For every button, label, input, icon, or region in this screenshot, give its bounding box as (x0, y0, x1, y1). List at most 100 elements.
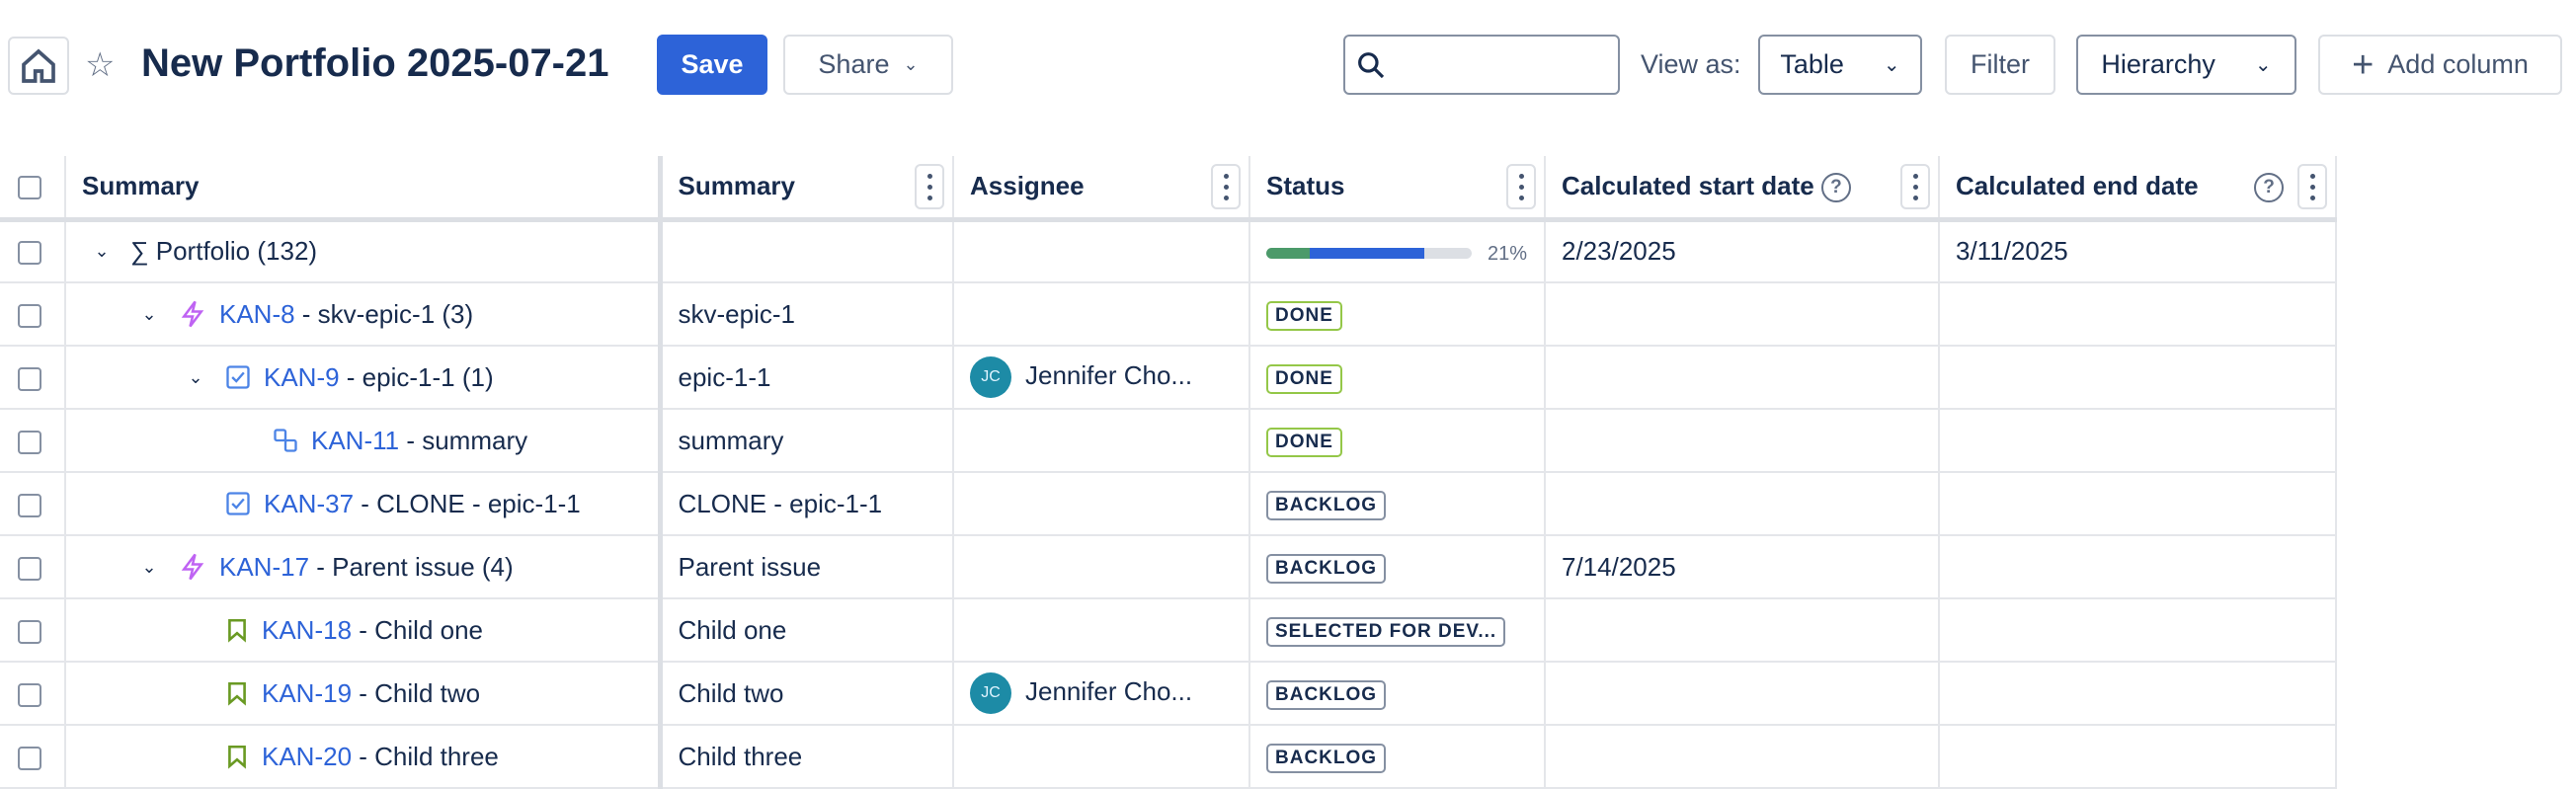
start-date-cell[interactable] (1545, 282, 1940, 347)
search-input[interactable] (1343, 35, 1620, 95)
help-icon[interactable]: ? (2254, 173, 2284, 202)
start-date-cell[interactable]: 2/23/2025 (1545, 219, 1940, 283)
summary-value[interactable]: summary (660, 409, 954, 473)
row-checkbox[interactable] (18, 746, 41, 770)
column-menu-icon[interactable] (1506, 164, 1536, 209)
status-cell[interactable]: SELECTED FOR DEV... (1249, 598, 1546, 663)
status-badge[interactable]: SELECTED FOR DEV... (1266, 617, 1506, 647)
status-badge[interactable]: DONE (1266, 428, 1342, 457)
start-date-cell[interactable] (1545, 346, 1940, 410)
start-date-cell[interactable] (1545, 662, 1940, 726)
end-date-cell[interactable] (1939, 472, 2337, 536)
table-row[interactable]: ⌄ KAN-8 - skv-epic-1 (3) skv-epic-1 DONE (0, 282, 2337, 347)
assignee-cell[interactable] (953, 472, 1250, 536)
issue-key-link[interactable]: KAN-18 (262, 614, 353, 645)
status-cell[interactable]: BACKLOG (1249, 535, 1546, 599)
end-date-cell[interactable] (1939, 725, 2337, 789)
table-row[interactable]: ⌄ ∑ Portfolio (132) 21% 2/23/2025 3/11/2025 (0, 219, 2337, 283)
status-badge[interactable]: BACKLOG (1266, 554, 1387, 584)
table-row[interactable]: KAN-19 - Child two Child two JC Jennifer Ch… (0, 662, 2337, 726)
start-date-cell[interactable] (1545, 725, 1940, 789)
column-header-assignee[interactable]: Assignee (953, 156, 1250, 222)
summary-cell[interactable]: KAN-18 - Child one (65, 598, 663, 663)
issue-key-link[interactable]: KAN-19 (262, 677, 353, 708)
summary-value[interactable]: Child two (660, 662, 954, 726)
start-date-cell[interactable] (1545, 598, 1940, 663)
status-cell[interactable]: BACKLOG (1249, 725, 1546, 789)
row-checkbox[interactable] (18, 619, 41, 644)
column-menu-icon[interactable] (1211, 164, 1241, 209)
chevron-down-icon[interactable]: ⌄ (141, 303, 157, 324)
column-menu-icon[interactable] (2297, 164, 2327, 209)
end-date-cell[interactable] (1939, 535, 2337, 599)
help-icon[interactable]: ? (1820, 172, 1851, 202)
start-date-cell[interactable]: 7/14/2025 (1545, 535, 1940, 599)
column-header-summary-2[interactable]: Summary (660, 156, 954, 222)
status-cell[interactable]: BACKLOG (1249, 472, 1546, 536)
row-checkbox[interactable] (18, 303, 41, 328)
row-checkbox[interactable] (18, 493, 41, 517)
add-column-button[interactable]: + Add column (2318, 35, 2562, 95)
status-badge[interactable]: DONE (1266, 301, 1342, 331)
assignee-cell[interactable] (953, 725, 1250, 789)
select-all-checkbox[interactable] (18, 176, 41, 200)
issue-key-link[interactable]: KAN-20 (262, 741, 353, 771)
chevron-down-icon[interactable]: ⌄ (94, 241, 110, 262)
table-row[interactable]: KAN-18 - Child one Child one SELECTED FOR … (0, 598, 2337, 663)
issue-key-link[interactable]: KAN-17 (219, 551, 310, 582)
column-menu-icon[interactable] (1900, 164, 1930, 209)
status-cell[interactable]: 21% (1249, 219, 1546, 283)
summary-value[interactable]: Child one (660, 598, 954, 663)
table-row[interactable]: ⌄ KAN-9 - epic-1-1 (1) epic-1-1 JC Jennifer … (0, 346, 2337, 410)
assignee-cell[interactable]: JC Jennifer Cho... (953, 346, 1250, 410)
summary-cell[interactable]: KAN-20 - Child three (65, 725, 663, 789)
end-date-cell[interactable] (1939, 662, 2337, 726)
home-button[interactable] (8, 37, 69, 95)
share-button[interactable]: Share ⌄ (783, 35, 953, 95)
summary-cell[interactable]: ⌄ ∑ Portfolio (132) (65, 219, 663, 283)
assignee-cell[interactable] (953, 598, 1250, 663)
status-cell[interactable]: DONE (1249, 282, 1546, 347)
column-menu-icon[interactable] (915, 164, 944, 209)
end-date-cell[interactable]: 3/11/2025 (1939, 219, 2337, 283)
summary-cell[interactable]: KAN-37 - CLONE - epic-1-1 (65, 472, 663, 536)
summary-value[interactable]: epic-1-1 (660, 346, 954, 410)
issue-key-link[interactable]: KAN-9 (264, 361, 340, 392)
row-checkbox[interactable] (18, 241, 41, 266)
start-date-cell[interactable] (1545, 409, 1940, 473)
column-header-status[interactable]: Status (1249, 156, 1546, 222)
summary-value[interactable]: skv-epic-1 (660, 282, 954, 347)
hierarchy-select[interactable]: Hierarchy ⌄ (2076, 35, 2296, 95)
summary-cell[interactable]: KAN-19 - Child two (65, 662, 663, 726)
table-row[interactable]: KAN-11 - summary summary DONE (0, 409, 2337, 473)
status-cell[interactable]: BACKLOG (1249, 662, 1546, 726)
table-row[interactable]: KAN-37 - CLONE - epic-1-1 CLONE - epic-1-… (0, 472, 2337, 536)
issue-key-link[interactable]: KAN-8 (219, 298, 295, 329)
row-checkbox[interactable] (18, 556, 41, 581)
summary-cell[interactable]: ⌄ KAN-9 - epic-1-1 (1) (65, 346, 663, 410)
assignee-cell[interactable]: JC Jennifer Cho... (953, 662, 1250, 726)
summary-value[interactable]: Parent issue (660, 535, 954, 599)
issue-key-link[interactable]: KAN-37 (264, 488, 355, 518)
row-checkbox[interactable] (18, 366, 41, 391)
status-cell[interactable]: DONE (1249, 346, 1546, 410)
table-row[interactable]: ⌄ KAN-17 - Parent issue (4) Parent issue BA… (0, 535, 2337, 599)
assignee-cell[interactable] (953, 535, 1250, 599)
assignee-cell[interactable] (953, 409, 1250, 473)
row-checkbox[interactable] (18, 682, 41, 707)
summary-cell[interactable]: KAN-11 - summary (65, 409, 663, 473)
end-date-cell[interactable] (1939, 409, 2337, 473)
end-date-cell[interactable] (1939, 598, 2337, 663)
summary-value[interactable] (660, 219, 954, 283)
end-date-cell[interactable] (1939, 346, 2337, 410)
column-header-summary[interactable]: Summary (65, 156, 663, 222)
star-icon[interactable]: ☆ (85, 46, 116, 84)
filter-button[interactable]: Filter (1945, 35, 2055, 95)
issue-key-link[interactable]: KAN-11 (311, 425, 400, 455)
summary-value[interactable]: CLONE - epic-1-1 (660, 472, 954, 536)
chevron-down-icon[interactable]: ⌄ (188, 366, 203, 387)
status-badge[interactable]: BACKLOG (1266, 491, 1387, 520)
summary-value[interactable]: Child three (660, 725, 954, 789)
view-as-select[interactable]: Table ⌄ (1758, 35, 1922, 95)
chevron-down-icon[interactable]: ⌄ (141, 556, 157, 577)
